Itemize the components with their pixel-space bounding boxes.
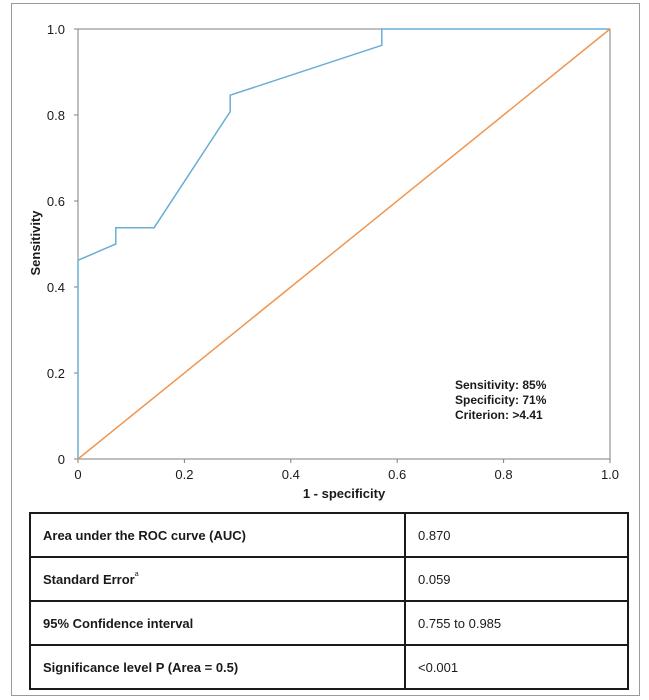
y-tick-label: 0.2 [47, 366, 65, 381]
roc-curve-line [77, 28, 610, 459]
stats-table: Area under the ROC curve (AUC) 0.870 Sta… [29, 512, 629, 690]
row-label: Area under the ROC curve (AUC) [29, 512, 406, 558]
chart-series [77, 28, 611, 460]
annotation-sensitivity: Sensitivity: 85% [455, 378, 547, 392]
y-tick-label: 0.4 [47, 280, 65, 295]
chart-axes [77, 28, 611, 460]
chart-ticks: 0 0.2 0.4 0.6 0.8 1.0 0 0.2 0.4 0.6 0.8 1.0 [47, 22, 619, 482]
row-value: <0.001 [404, 644, 629, 690]
x-tick-label: 0.6 [388, 467, 406, 482]
y-tick-label: 1.0 [47, 22, 65, 37]
figure-frame [11, 3, 640, 696]
y-tick-label: 0.6 [47, 194, 65, 209]
row-value: 0.755 to 0.985 [404, 600, 629, 646]
row-label: Significance level P (Area = 0.5) [29, 644, 406, 690]
row-value: 0.059 [404, 556, 629, 602]
row-label: 95% Confidence interval [29, 600, 406, 646]
table-row: Standard Errora 0.059 [29, 556, 629, 602]
annotation-box: Sensitivity: 85% Specificity: 71% Criter… [455, 378, 547, 422]
row-value: 0.870 [404, 512, 629, 558]
footnote-marker: a [134, 571, 139, 578]
y-tick-label: 0.8 [47, 108, 65, 123]
y-tick-label: 0 [58, 452, 65, 467]
table-row: 95% Confidence interval 0.755 to 0.985 [29, 600, 629, 646]
table-row: Area under the ROC curve (AUC) 0.870 [29, 512, 629, 558]
x-axis-label: 1 - specificity [303, 486, 386, 501]
x-tick-label: 0.4 [282, 467, 300, 482]
y-axis-label: Sensitivity [28, 210, 43, 276]
x-tick-label: 0 [74, 467, 81, 482]
roc-chart: 0 0.2 0.4 0.6 0.8 1.0 0 0.2 0.4 0.6 0.8 1.0 1 - spe… [28, 22, 619, 501]
x-tick-label: 0.2 [175, 467, 193, 482]
reference-diagonal-line [77, 28, 611, 460]
table-row: Significance level P (Area = 0.5) <0.001 [29, 644, 629, 690]
plot-area-border [77, 28, 611, 460]
annotation-criterion: Criterion: >4.41 [455, 408, 543, 422]
x-tick-label: 0.8 [495, 467, 513, 482]
row-label: Standard Errora [29, 556, 406, 602]
x-tick-label: 1.0 [601, 467, 619, 482]
annotation-specificity: Specificity: 71% [455, 393, 547, 407]
